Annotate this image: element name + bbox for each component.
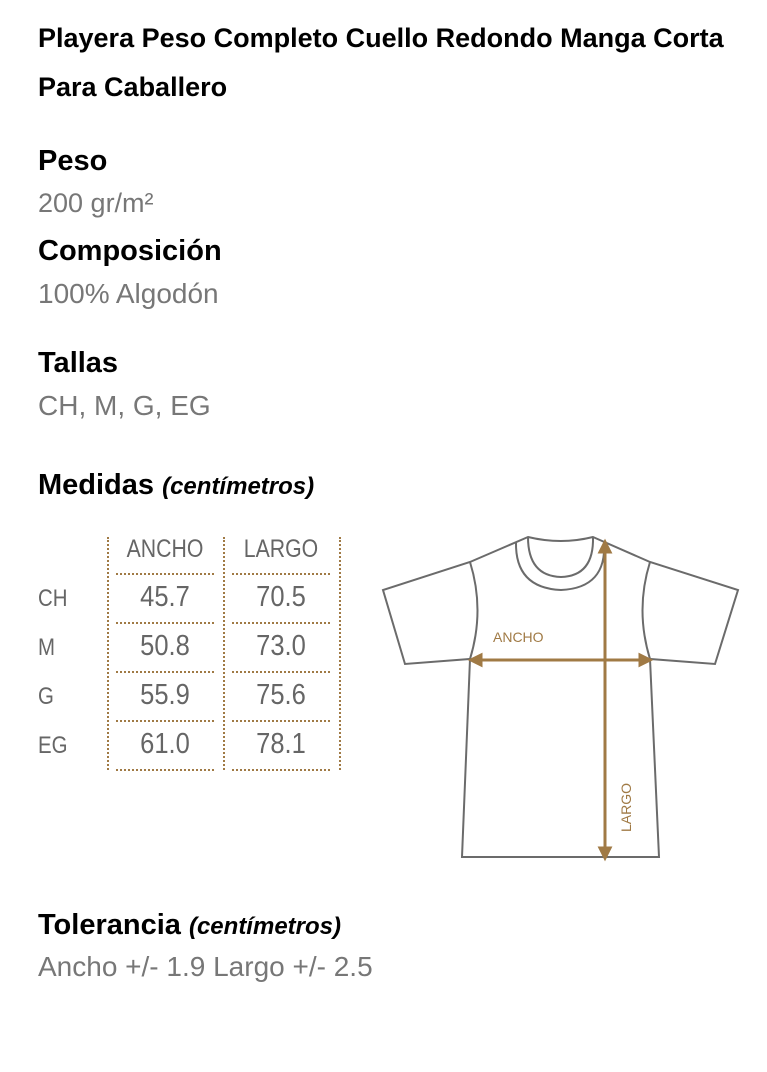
tolerancia-heading: Tolerancia (centímetros) [38,909,341,942]
ancho-value: 61.0 [140,728,190,760]
composicion-heading: Composición [38,235,222,267]
medidas-unit: (centímetros) [162,473,315,500]
row-line [232,720,330,722]
ancho-value: 50.8 [140,630,190,662]
column-header-ancho: ANCHO [126,535,204,563]
product-title: Playera Peso Completo Cuello Redondo Man… [38,23,724,102]
size-label: M [38,634,55,661]
largo-value: 70.5 [256,581,306,613]
largo-diagram-label: LARGO [618,783,634,832]
divider [339,537,341,770]
tallas-value: CH, M, G, EG [38,390,211,421]
row-line [116,720,214,722]
tolerancia-unit: (centímetros) [188,913,341,940]
ancho-value: 55.9 [140,679,190,711]
row-line [232,573,330,575]
medidas-label: Medidas [38,469,155,501]
divider [107,537,109,770]
tshirt-outline [381,535,740,858]
row-line [232,769,330,771]
column-header-largo: LARGO [243,535,319,563]
tolerancia-label: Tolerancia [38,909,181,941]
size-label: EG [38,732,68,759]
row-line [116,573,214,575]
row-line [116,769,214,771]
peso-heading: Peso [38,145,108,177]
tolerancia-value: Ancho +/- 1.9 Largo +/- 2.5 [38,951,373,982]
divider [223,537,225,770]
peso-value: 200 gr/m² [38,188,154,218]
tallas-heading: Tallas [38,347,119,379]
row-line [116,671,214,673]
largo-value: 73.0 [256,630,306,662]
medidas-heading: Medidas (centímetros) [38,469,314,502]
measure-arrows [467,538,654,862]
size-label: G [38,683,54,710]
row-line [232,671,330,673]
row-line [116,622,214,624]
largo-value: 78.1 [256,728,306,760]
row-line [232,622,330,624]
ancho-value: 45.7 [140,581,190,613]
ancho-diagram-label: ANCHO [493,629,544,645]
size-label: CH [38,585,68,612]
composicion-value: 100% Algodón [38,278,219,309]
largo-value: 75.6 [256,679,306,711]
